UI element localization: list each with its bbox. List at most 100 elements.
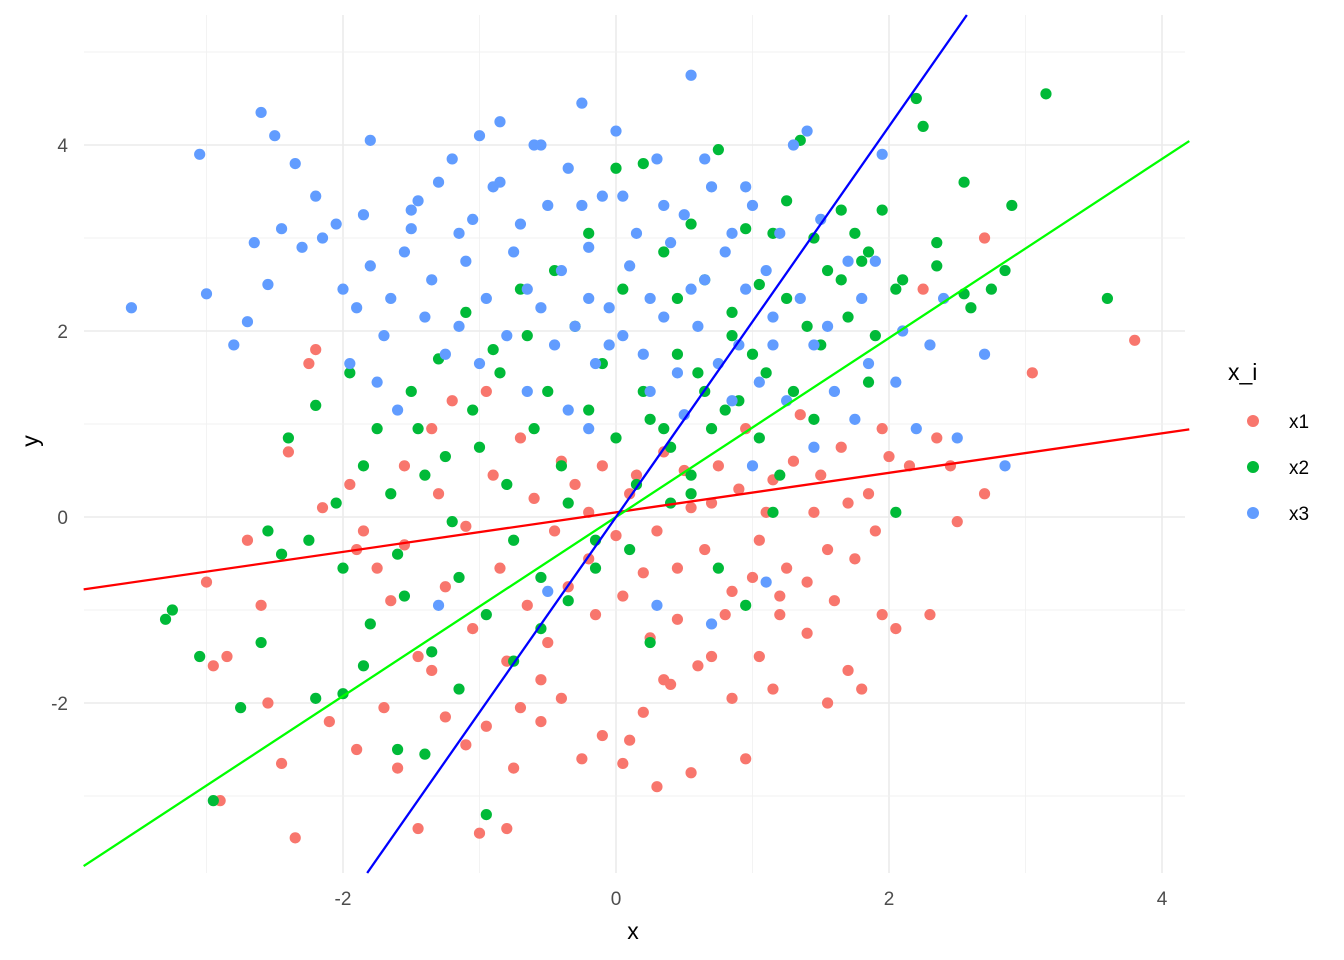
point-x1 bbox=[398, 460, 411, 472]
point-x2 bbox=[671, 348, 684, 360]
point-x2 bbox=[480, 609, 492, 621]
point-x2 bbox=[542, 385, 554, 398]
point-x2 bbox=[583, 404, 595, 416]
point-x1 bbox=[849, 553, 861, 565]
point-x1 bbox=[357, 525, 370, 537]
point-x1 bbox=[576, 753, 588, 765]
point-x3 bbox=[316, 232, 329, 244]
point-x1 bbox=[746, 571, 759, 584]
y-tick-label: 4 bbox=[57, 136, 68, 157]
point-x1 bbox=[432, 488, 445, 500]
point-x1 bbox=[774, 590, 786, 602]
point-x2 bbox=[528, 423, 540, 435]
point-x3 bbox=[576, 199, 588, 212]
point-x1 bbox=[392, 762, 404, 774]
point-x1 bbox=[1026, 367, 1038, 379]
point-x3 bbox=[740, 181, 752, 193]
point-x3 bbox=[610, 125, 622, 137]
point-x1 bbox=[542, 636, 554, 649]
point-x2 bbox=[658, 246, 670, 258]
point-x2 bbox=[842, 311, 854, 323]
point-x2 bbox=[310, 399, 322, 411]
point-x2 bbox=[562, 497, 574, 509]
point-x2 bbox=[876, 204, 888, 216]
point-x1 bbox=[480, 720, 492, 732]
point-x2 bbox=[637, 158, 649, 170]
point-x2 bbox=[890, 283, 902, 295]
point-x2 bbox=[835, 204, 847, 216]
point-x1 bbox=[781, 562, 793, 574]
y-axis-ticks: -2 0 2 4 bbox=[51, 136, 68, 715]
point-x2 bbox=[310, 692, 322, 704]
point-x3 bbox=[808, 441, 820, 453]
point-x3 bbox=[699, 274, 711, 286]
point-x1 bbox=[439, 711, 451, 723]
regression-lines bbox=[83, 14, 1190, 874]
point-x2 bbox=[630, 478, 643, 491]
point-x1 bbox=[1129, 334, 1141, 346]
point-x2 bbox=[521, 330, 533, 342]
point-x2 bbox=[692, 367, 704, 379]
point-x2 bbox=[508, 534, 520, 546]
point-x1 bbox=[835, 441, 847, 453]
point-x1 bbox=[262, 697, 274, 709]
point-x3 bbox=[924, 339, 936, 351]
point-x2 bbox=[207, 795, 219, 807]
point-x1 bbox=[426, 423, 438, 435]
x-tick-label: 2 bbox=[884, 889, 895, 910]
point-x2 bbox=[705, 423, 718, 435]
point-x2 bbox=[364, 618, 376, 630]
point-x1 bbox=[207, 660, 219, 672]
point-x1 bbox=[480, 385, 492, 398]
point-x3 bbox=[685, 283, 697, 295]
point-x3 bbox=[862, 357, 875, 370]
point-x3 bbox=[453, 227, 465, 239]
point-x1 bbox=[617, 757, 629, 770]
point-x3 bbox=[999, 460, 1011, 472]
point-x1 bbox=[726, 692, 738, 704]
point-x2 bbox=[275, 548, 288, 560]
point-x1 bbox=[753, 650, 765, 663]
point-x2 bbox=[371, 423, 383, 435]
point-x2 bbox=[767, 506, 779, 518]
point-x2 bbox=[487, 344, 499, 356]
point-x1 bbox=[726, 585, 738, 598]
point-x2 bbox=[862, 246, 875, 258]
point-x3 bbox=[392, 404, 404, 416]
point-x2 bbox=[740, 223, 752, 235]
point-x1 bbox=[753, 534, 765, 546]
point-x1 bbox=[733, 483, 745, 495]
point-x2 bbox=[589, 562, 602, 574]
point-x2 bbox=[1101, 292, 1113, 305]
point-x3 bbox=[364, 260, 376, 272]
point-x1 bbox=[801, 576, 813, 588]
point-x1 bbox=[890, 623, 902, 635]
point-x2 bbox=[917, 120, 929, 132]
fit-line-x3 bbox=[366, 14, 968, 874]
point-x2 bbox=[453, 683, 465, 695]
point-x1 bbox=[821, 697, 834, 709]
point-x1 bbox=[473, 827, 486, 839]
point-x1 bbox=[705, 497, 718, 509]
point-x1 bbox=[569, 478, 581, 491]
point-x3 bbox=[692, 320, 704, 332]
point-x1 bbox=[521, 599, 533, 611]
point-x1 bbox=[535, 674, 547, 686]
point-x3 bbox=[583, 292, 595, 305]
legend: x_i x1 x2 x3 bbox=[1228, 359, 1309, 525]
point-x1 bbox=[617, 590, 629, 602]
point-x3 bbox=[542, 585, 554, 598]
point-x2 bbox=[862, 376, 875, 388]
point-x1 bbox=[446, 395, 458, 407]
point-x1 bbox=[794, 409, 806, 421]
point-x1 bbox=[828, 595, 841, 607]
point-x3 bbox=[842, 255, 854, 267]
point-x1 bbox=[514, 702, 527, 714]
point-x3 bbox=[480, 292, 492, 305]
point-x3 bbox=[289, 158, 301, 170]
point-x2 bbox=[835, 274, 847, 286]
point-x1 bbox=[460, 520, 472, 532]
point-x1 bbox=[651, 781, 663, 793]
point-x3 bbox=[535, 302, 547, 314]
